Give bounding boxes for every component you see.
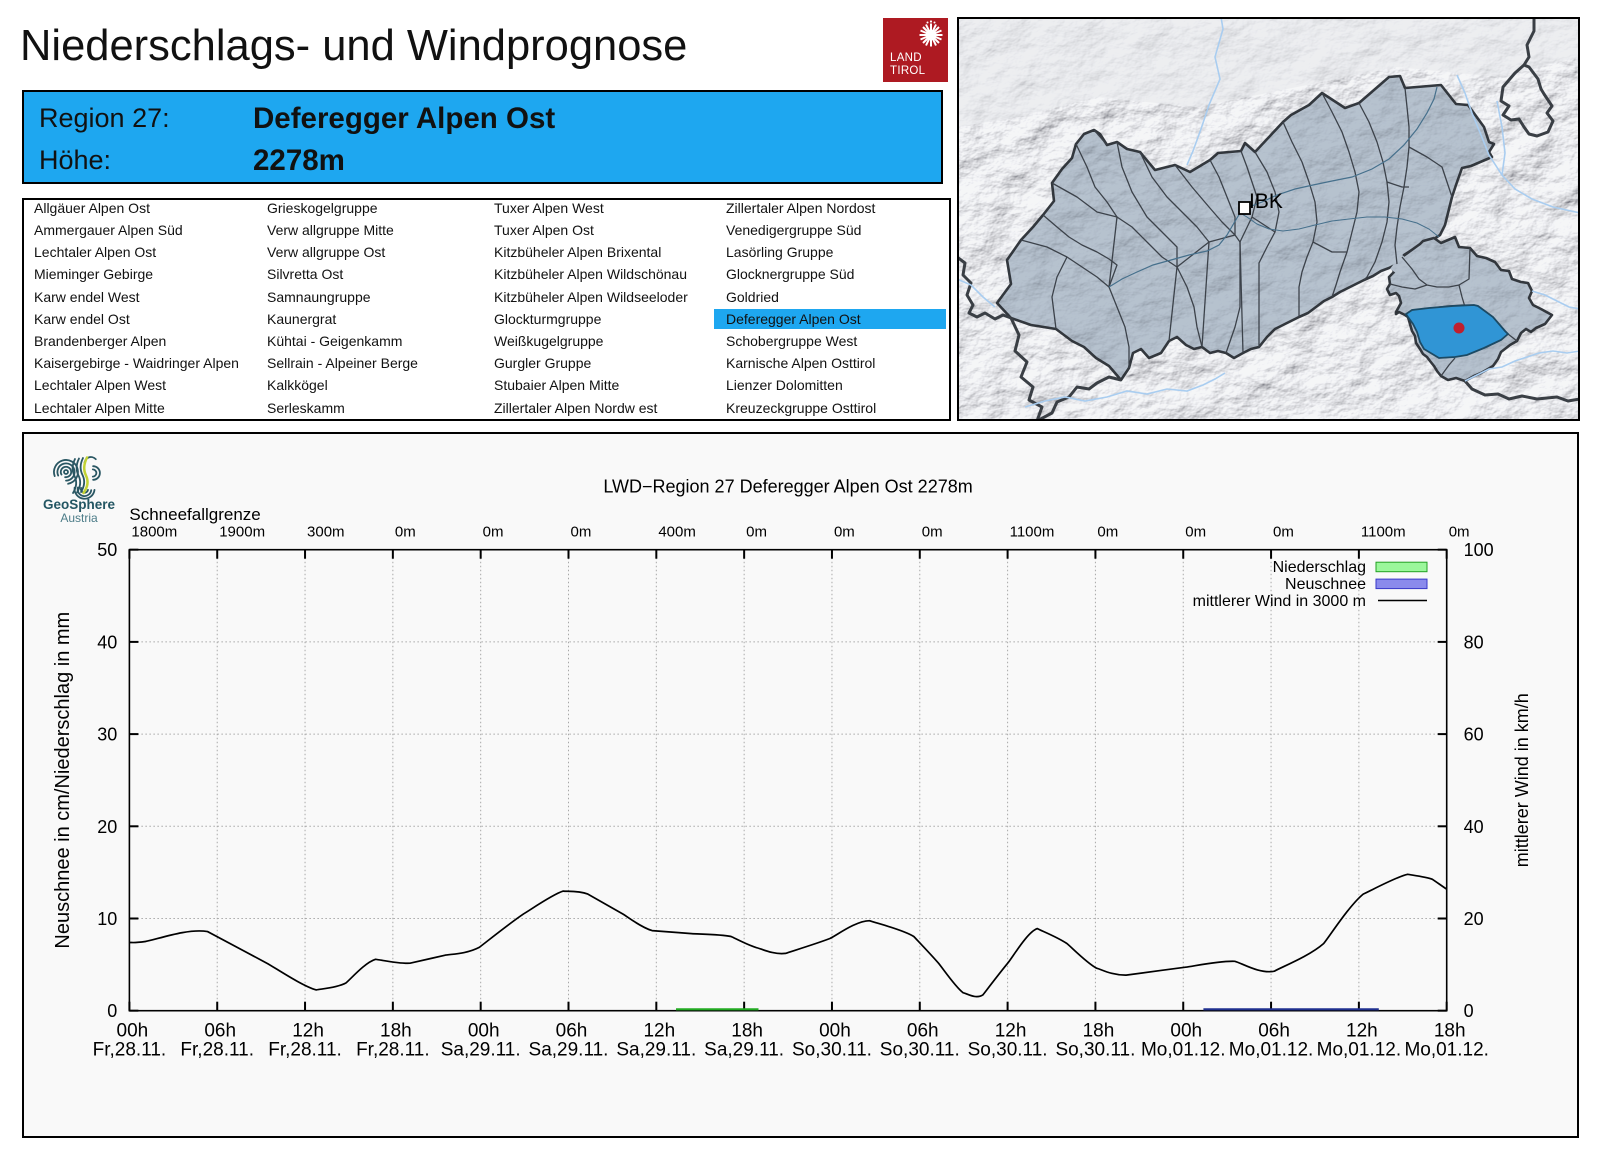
svg-text:40: 40 <box>97 632 117 652</box>
svg-text:00h: 00h <box>819 1021 851 1042</box>
svg-text:Fr,28.11.: Fr,28.11. <box>93 1039 167 1060</box>
svg-text:18h: 18h <box>380 1021 412 1042</box>
svg-text:So,30.11.: So,30.11. <box>792 1039 872 1060</box>
svg-text:20: 20 <box>97 817 117 837</box>
svg-text:LWD−Region 27 Deferegger Alpen: LWD−Region 27 Deferegger Alpen Ost 2278m <box>603 477 972 497</box>
svg-text:0m: 0m <box>746 524 767 541</box>
svg-text:Fr,28.11.: Fr,28.11. <box>180 1039 254 1060</box>
svg-text:06h: 06h <box>204 1021 236 1042</box>
svg-text:Sa,29.11.: Sa,29.11. <box>441 1039 521 1060</box>
svg-text:IBK: IBK <box>1249 190 1283 213</box>
svg-text:mittlerer Wind in km/h: mittlerer Wind in km/h <box>1512 693 1532 867</box>
svg-text:18h: 18h <box>1083 1021 1115 1042</box>
svg-text:0m: 0m <box>483 524 504 541</box>
svg-text:12h: 12h <box>292 1021 324 1042</box>
svg-text:0m: 0m <box>1273 524 1294 541</box>
svg-text:mittlerer Wind in 3000 m: mittlerer Wind in 3000 m <box>1193 593 1366 610</box>
svg-text:12h: 12h <box>643 1021 675 1042</box>
svg-text:1800m: 1800m <box>131 524 177 541</box>
svg-text:So,30.11.: So,30.11. <box>880 1039 960 1060</box>
svg-text:Mo,01.12.: Mo,01.12. <box>1141 1039 1226 1060</box>
svg-text:0m: 0m <box>1449 524 1470 541</box>
svg-text:60: 60 <box>1464 725 1484 745</box>
svg-text:400m: 400m <box>658 524 696 541</box>
svg-text:0m: 0m <box>922 524 943 541</box>
svg-text:0: 0 <box>107 1001 117 1021</box>
svg-text:10: 10 <box>97 909 117 929</box>
svg-text:100: 100 <box>1464 540 1494 560</box>
svg-text:12h: 12h <box>1346 1021 1378 1042</box>
svg-text:So,30.11.: So,30.11. <box>1055 1039 1135 1060</box>
svg-text:Fr,28.11.: Fr,28.11. <box>268 1039 342 1060</box>
svg-text:Sa,29.11.: Sa,29.11. <box>704 1039 784 1060</box>
svg-text:Mo,01.12.: Mo,01.12. <box>1404 1039 1489 1060</box>
svg-text:0m: 0m <box>1185 524 1206 541</box>
svg-text:0m: 0m <box>395 524 416 541</box>
svg-text:Schneefallgrenze: Schneefallgrenze <box>129 505 260 524</box>
svg-text:20: 20 <box>1464 909 1484 929</box>
svg-text:06h: 06h <box>907 1021 939 1042</box>
svg-text:Mo,01.12.: Mo,01.12. <box>1229 1039 1314 1060</box>
svg-text:300m: 300m <box>307 524 345 541</box>
svg-text:So,30.11.: So,30.11. <box>968 1039 1048 1060</box>
svg-text:18h: 18h <box>1434 1021 1466 1042</box>
svg-text:40: 40 <box>1464 817 1484 837</box>
svg-text:Fr,28.11.: Fr,28.11. <box>356 1039 430 1060</box>
svg-text:80: 80 <box>1464 632 1484 652</box>
svg-text:00h: 00h <box>117 1021 149 1042</box>
svg-text:Austria: Austria <box>60 511 98 525</box>
svg-text:0m: 0m <box>1097 524 1118 541</box>
svg-text:12h: 12h <box>995 1021 1027 1042</box>
svg-text:0: 0 <box>1464 1001 1474 1021</box>
svg-text:Neuschnee: Neuschnee <box>1285 576 1366 593</box>
svg-text:Sa,29.11.: Sa,29.11. <box>616 1039 696 1060</box>
svg-text:1100m: 1100m <box>1010 524 1055 541</box>
svg-text:1100m: 1100m <box>1361 524 1406 541</box>
svg-text:0m: 0m <box>571 524 592 541</box>
svg-text:00h: 00h <box>468 1021 500 1042</box>
svg-text:Neuschnee in cm/Niederschlag i: Neuschnee in cm/Niederschlag in mm <box>52 612 74 949</box>
svg-text:0m: 0m <box>834 524 855 541</box>
svg-text:Sa,29.11.: Sa,29.11. <box>529 1039 609 1060</box>
svg-text:50: 50 <box>97 540 117 560</box>
svg-text:30: 30 <box>97 725 117 745</box>
svg-text:06h: 06h <box>556 1021 588 1042</box>
svg-text:Niederschlag: Niederschlag <box>1273 559 1366 576</box>
svg-text:06h: 06h <box>1258 1021 1290 1042</box>
svg-text:GeoSphere: GeoSphere <box>43 497 116 512</box>
svg-text:00h: 00h <box>1170 1021 1202 1042</box>
svg-text:Mo,01.12.: Mo,01.12. <box>1317 1039 1402 1060</box>
svg-text:1900m: 1900m <box>219 524 265 541</box>
svg-text:18h: 18h <box>731 1021 763 1042</box>
